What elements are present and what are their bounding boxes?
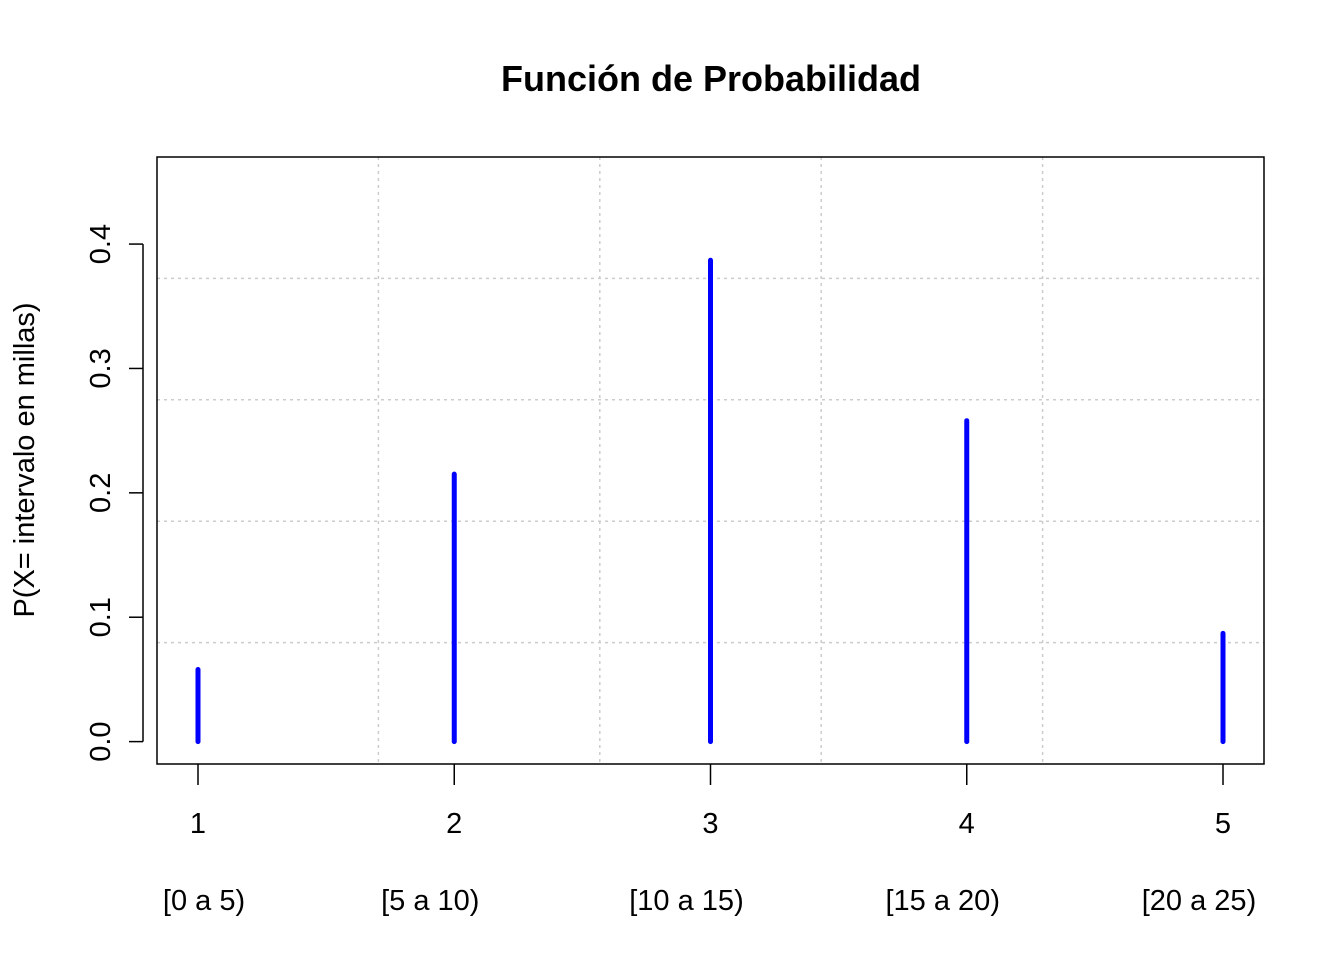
x-category-label: [10 a 15) <box>629 885 743 917</box>
x-axis: 1 [0 a 5) 2 [5 a 10) 3 [10 a 15) 4 [15 a 20) 5 [2… <box>163 764 1256 917</box>
spikes <box>195 257 1226 745</box>
x-tick-label: 1 <box>190 808 206 840</box>
y-tick-label: 0.1 <box>85 597 117 637</box>
y-axis: 0.0 0.1 0.2 0.3 0.4 <box>85 224 144 762</box>
x-category-label: [20 a 25) <box>1142 885 1256 917</box>
y-tick-label: 0.4 <box>85 224 117 264</box>
chart-title: Función de Probabilidad <box>501 58 921 99</box>
x-category-label: [5 a 10) <box>381 885 479 917</box>
x-tick-label: 2 <box>446 808 462 840</box>
x-tick-label: 5 <box>1215 808 1231 840</box>
x-tick-label: 4 <box>959 808 975 840</box>
y-tick-label: 0.3 <box>85 348 117 388</box>
y-tick-label: 0.0 <box>85 721 117 761</box>
y-tick-label: 0.2 <box>85 473 117 513</box>
x-category-label: [15 a 20) <box>886 885 1000 917</box>
x-tick-label: 3 <box>702 808 718 840</box>
x-category-label: [0 a 5) <box>163 885 245 917</box>
y-axis-label: P(X= intervalo en millas) <box>9 302 41 617</box>
